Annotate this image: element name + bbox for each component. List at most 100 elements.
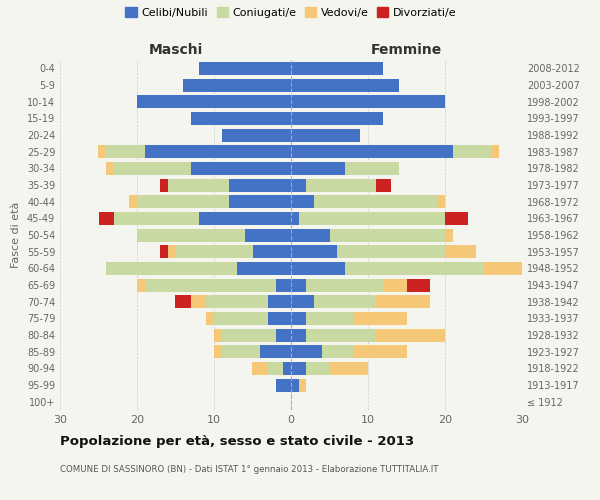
Bar [291, 195, 314, 208]
Bar [183, 78, 291, 92]
Bar [291, 178, 307, 192]
Bar [437, 195, 445, 208]
Bar [291, 278, 307, 291]
Bar [214, 328, 222, 342]
Bar [291, 362, 307, 375]
Bar [307, 178, 376, 192]
Y-axis label: Fasce di età: Fasce di età [11, 202, 21, 268]
Bar [291, 228, 329, 241]
Bar [137, 195, 229, 208]
Y-axis label: Anni di nascita: Anni di nascita [599, 194, 600, 276]
Bar [206, 312, 214, 325]
Bar [291, 312, 307, 325]
Bar [237, 262, 291, 275]
Bar [106, 162, 114, 175]
Bar [206, 295, 268, 308]
Bar [137, 278, 145, 291]
Bar [98, 212, 114, 225]
Bar [268, 312, 291, 325]
Bar [376, 295, 430, 308]
Bar [353, 312, 407, 325]
Bar [299, 378, 307, 392]
Bar [275, 278, 291, 291]
Bar [307, 362, 329, 375]
Bar [291, 145, 453, 158]
Bar [98, 145, 106, 158]
Bar [337, 245, 445, 258]
Bar [445, 228, 453, 241]
Bar [191, 162, 291, 175]
Bar [268, 362, 283, 375]
Bar [299, 212, 445, 225]
Bar [329, 362, 368, 375]
Bar [229, 195, 291, 208]
Bar [291, 295, 314, 308]
Text: Popolazione per età, sesso e stato civile - 2013: Popolazione per età, sesso e stato civil… [60, 435, 414, 448]
Bar [199, 212, 291, 225]
Bar [214, 345, 222, 358]
Bar [314, 195, 437, 208]
Bar [445, 212, 468, 225]
Bar [222, 328, 275, 342]
Bar [345, 262, 484, 275]
Bar [137, 228, 245, 241]
Bar [245, 228, 291, 241]
Bar [291, 262, 345, 275]
Bar [353, 345, 407, 358]
Bar [453, 145, 491, 158]
Bar [307, 312, 353, 325]
Bar [538, 262, 553, 275]
Bar [214, 312, 268, 325]
Text: Maschi: Maschi [148, 44, 203, 58]
Bar [160, 245, 168, 258]
Bar [291, 112, 383, 125]
Bar [175, 295, 191, 308]
Bar [445, 245, 476, 258]
Bar [291, 62, 383, 75]
Text: COMUNE DI SASSINORO (BN) - Dati ISTAT 1° gennaio 2013 - Elaborazione TUTTITALIA.: COMUNE DI SASSINORO (BN) - Dati ISTAT 1°… [60, 465, 439, 474]
Bar [145, 278, 275, 291]
Bar [106, 145, 145, 158]
Bar [291, 128, 360, 141]
Bar [307, 328, 376, 342]
Bar [291, 78, 399, 92]
Bar [283, 362, 291, 375]
Bar [253, 245, 291, 258]
Bar [268, 295, 291, 308]
Bar [329, 228, 445, 241]
Bar [291, 212, 299, 225]
Bar [383, 278, 407, 291]
Bar [491, 145, 499, 158]
Bar [314, 295, 376, 308]
Bar [199, 62, 291, 75]
Bar [168, 178, 229, 192]
Bar [191, 112, 291, 125]
Bar [114, 212, 199, 225]
Bar [168, 245, 176, 258]
Bar [260, 345, 291, 358]
Bar [322, 345, 353, 358]
Bar [291, 378, 299, 392]
Bar [345, 162, 399, 175]
Legend: Celibi/Nubili, Coniugati/e, Vedovi/e, Divorziati/e: Celibi/Nubili, Coniugati/e, Vedovi/e, Di… [121, 2, 461, 22]
Bar [253, 362, 268, 375]
Bar [291, 245, 337, 258]
Bar [191, 295, 206, 308]
Bar [106, 262, 237, 275]
Bar [114, 162, 191, 175]
Bar [176, 245, 253, 258]
Bar [484, 262, 538, 275]
Bar [222, 345, 260, 358]
Bar [275, 378, 291, 392]
Text: Femmine: Femmine [371, 44, 442, 58]
Bar [160, 178, 168, 192]
Bar [275, 328, 291, 342]
Bar [291, 345, 322, 358]
Bar [145, 145, 291, 158]
Bar [229, 178, 291, 192]
Bar [291, 328, 307, 342]
Bar [291, 162, 345, 175]
Bar [307, 278, 383, 291]
Bar [376, 178, 391, 192]
Bar [291, 95, 445, 108]
